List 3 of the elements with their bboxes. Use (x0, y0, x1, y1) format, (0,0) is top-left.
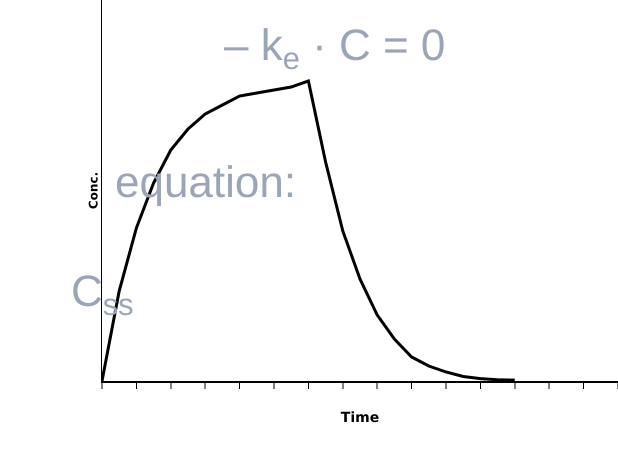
text: – k$_{e}$ · C = 0 (224, 21, 446, 76)
x-axis-title: Time (340, 410, 380, 426)
y-axis-title: Conc. (86, 172, 100, 210)
